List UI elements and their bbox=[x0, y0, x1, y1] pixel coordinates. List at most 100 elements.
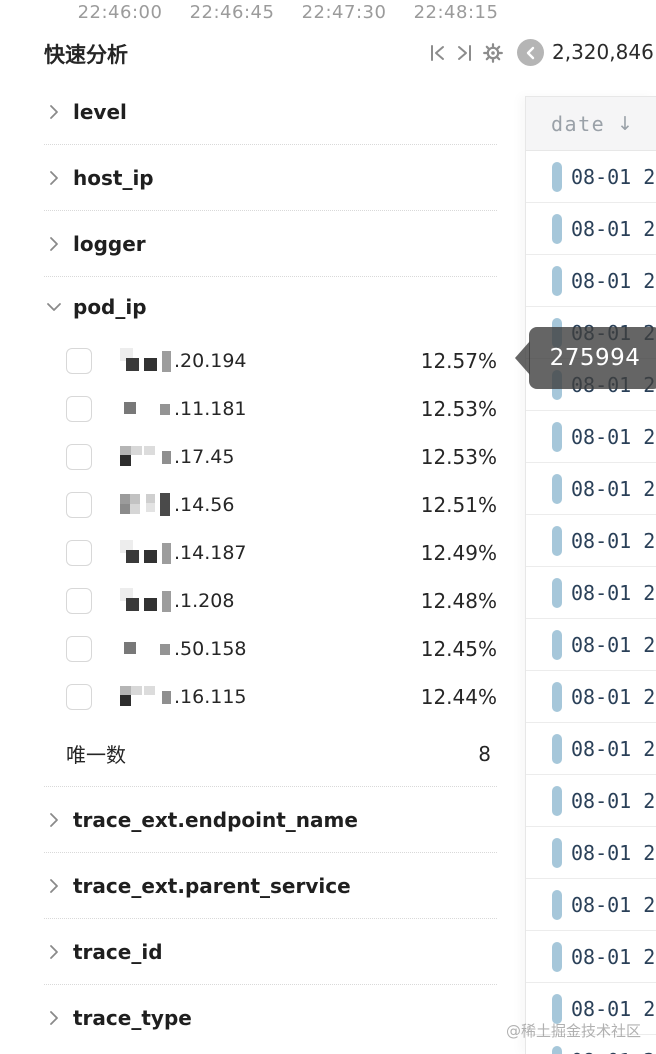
field-row-logger[interactable]: logger bbox=[44, 211, 497, 277]
chevron-right-icon bbox=[50, 236, 58, 251]
skip-to-start-icon bbox=[431, 45, 444, 61]
field-row-trace_id[interactable]: trace_id bbox=[44, 919, 497, 985]
log-level-pill bbox=[552, 993, 562, 1024]
field-row-trace_ext.parent_service[interactable]: trace_ext.parent_service bbox=[44, 853, 497, 919]
value-checkbox[interactable] bbox=[66, 540, 92, 566]
log-row-date: 08-01 2 bbox=[571, 216, 656, 241]
log-row-date: 08-01 2 bbox=[571, 424, 656, 449]
chevron-right-icon bbox=[50, 878, 58, 893]
field-row-pod_ip[interactable]: pod_ip bbox=[44, 277, 497, 337]
skip-to-end-button[interactable] bbox=[452, 40, 478, 66]
field-label: trace_type bbox=[73, 1006, 192, 1030]
date-column-sort-header[interactable]: date ↓ bbox=[526, 97, 656, 151]
field-value-row: .17.45 12.53% bbox=[44, 433, 497, 481]
field-value-row: .50.158 12.45% bbox=[44, 625, 497, 673]
log-row-date: 08-01 2 bbox=[571, 736, 656, 761]
unique-count-row: 唯一数 8 bbox=[44, 721, 497, 787]
field-label: logger bbox=[73, 231, 146, 256]
value-ip-suffix: .17.45 bbox=[174, 446, 235, 468]
log-table-row[interactable]: 08-01 2 bbox=[526, 775, 656, 827]
value-percent: 12.57% bbox=[420, 349, 497, 373]
log-table-row[interactable]: 08-01 2 bbox=[526, 827, 656, 879]
log-table: date ↓ 08-01 2 08-01 2 08-01 2 08-01 2 08-01… bbox=[525, 96, 656, 1054]
log-row-date: 08-01 2 bbox=[571, 788, 656, 813]
log-row-date: 08-01 2 bbox=[571, 684, 656, 709]
sort-desc-icon: ↓ bbox=[617, 112, 634, 135]
value-checkbox[interactable] bbox=[66, 444, 92, 470]
log-row-date: 08-01 2 bbox=[571, 632, 656, 657]
value-ip-suffix: .1.208 bbox=[174, 590, 235, 612]
log-level-pill bbox=[552, 161, 562, 192]
count-tooltip: 275994 bbox=[515, 327, 656, 389]
watermark: @稀土掘金技术社区 bbox=[506, 1022, 642, 1040]
field-row-level[interactable]: level bbox=[44, 79, 497, 145]
log-level-pill bbox=[552, 421, 562, 452]
field-row-trace_type[interactable]: trace_type bbox=[44, 985, 497, 1051]
log-level-pill bbox=[552, 681, 562, 712]
log-table-row[interactable]: 08-01 2 bbox=[526, 671, 656, 723]
gear-icon bbox=[483, 43, 503, 63]
value-ip-suffix: .11.181 bbox=[174, 398, 247, 420]
log-row-date: 08-01 2 bbox=[571, 944, 656, 969]
log-table-row[interactable]: 08-01 2 bbox=[526, 983, 656, 1035]
quick-analysis-title: 快速分析 bbox=[44, 43, 128, 67]
value-checkbox[interactable] bbox=[66, 492, 92, 518]
field-row-host_ip[interactable]: host_ip bbox=[44, 145, 497, 211]
value-ip-suffix: .14.56 bbox=[174, 494, 235, 516]
value-checkbox[interactable] bbox=[66, 684, 92, 710]
value-ip-suffix: .16.115 bbox=[174, 686, 247, 708]
log-row-date: 08-01 2 bbox=[571, 164, 656, 189]
field-row-trace_ext.endpoint_name[interactable]: trace_ext.endpoint_name bbox=[44, 787, 497, 853]
log-table-row[interactable]: 08-01 2 bbox=[526, 515, 656, 567]
collapse-panel-button[interactable] bbox=[517, 39, 544, 66]
settings-button[interactable] bbox=[480, 40, 506, 66]
skip-to-end-icon bbox=[458, 45, 471, 61]
chevron-right-icon bbox=[50, 104, 58, 119]
log-table-row[interactable]: 08-01 2 bbox=[526, 723, 656, 775]
value-ip-suffix: .14.187 bbox=[174, 542, 247, 564]
log-level-pill bbox=[552, 1045, 562, 1054]
redacted-ip-prefix bbox=[120, 348, 172, 374]
log-level-pill bbox=[552, 785, 562, 816]
field-label: pod_ip bbox=[73, 295, 147, 319]
value-checkbox[interactable] bbox=[66, 588, 92, 614]
field-label: level bbox=[73, 99, 127, 124]
log-table-row[interactable]: 08-01 2 bbox=[526, 255, 656, 307]
redacted-ip-prefix bbox=[120, 684, 172, 710]
log-table-row[interactable]: 08-01 2 bbox=[526, 203, 656, 255]
field-value-row: .14.187 12.49% bbox=[44, 529, 497, 577]
unique-count-value: 8 bbox=[478, 741, 491, 766]
value-percent: 12.45% bbox=[420, 637, 497, 661]
log-table-row[interactable]: 08-01 2 bbox=[526, 931, 656, 983]
log-table-row[interactable]: 08-01 2 bbox=[526, 879, 656, 931]
log-table-row[interactable]: 08-01 2 bbox=[526, 151, 656, 203]
log-row-date: 08-01 2 bbox=[571, 268, 656, 293]
log-table-row[interactable]: 08-01 2 bbox=[526, 619, 656, 671]
log-row-date: 08-01 2 bbox=[571, 996, 656, 1021]
chevron-right-icon bbox=[50, 944, 58, 959]
field-value-row: .14.56 12.51% bbox=[44, 481, 497, 529]
total-log-count: 2,320,846 bbox=[552, 40, 654, 64]
value-checkbox[interactable] bbox=[66, 348, 92, 374]
redacted-ip-prefix bbox=[120, 444, 172, 470]
chevron-right-icon bbox=[50, 812, 58, 827]
log-table-row[interactable]: 08-01 2 bbox=[526, 463, 656, 515]
value-percent: 12.44% bbox=[420, 685, 497, 709]
quick-analysis-header: 快速分析 bbox=[0, 36, 656, 72]
log-table-row[interactable]: 08-01 2 bbox=[526, 411, 656, 463]
time-axis-label: 22:46:45 bbox=[189, 2, 275, 23]
value-percent: 12.53% bbox=[420, 397, 497, 421]
log-level-pill bbox=[552, 889, 562, 920]
log-table-row[interactable]: 08-01 2 bbox=[526, 1035, 656, 1054]
chevron-left-icon bbox=[526, 46, 534, 59]
value-checkbox[interactable] bbox=[66, 396, 92, 422]
log-table-row[interactable]: 08-01 2 bbox=[526, 567, 656, 619]
value-checkbox[interactable] bbox=[66, 636, 92, 662]
log-level-pill bbox=[552, 213, 562, 244]
log-row-date: 08-01 2 bbox=[571, 528, 656, 553]
chevron-right-icon bbox=[50, 1011, 58, 1025]
skip-to-start-button[interactable] bbox=[424, 40, 450, 66]
field-value-row: .16.115 12.44% bbox=[44, 673, 497, 721]
redacted-ip-prefix bbox=[120, 588, 172, 614]
